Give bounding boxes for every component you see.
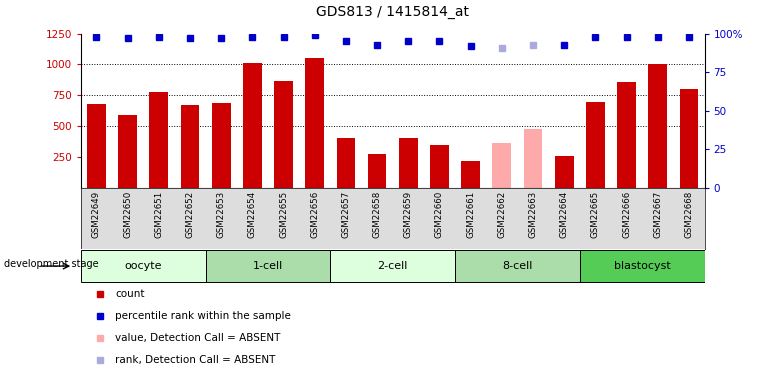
Bar — [149, 92, 168, 188]
Text: GSM22650: GSM22650 — [123, 190, 132, 238]
Bar — [618, 82, 636, 188]
Text: GSM22663: GSM22663 — [528, 190, 537, 238]
Text: development stage: development stage — [4, 260, 99, 269]
Text: GSM22666: GSM22666 — [622, 190, 631, 238]
Text: value, Detection Call = ABSENT: value, Detection Call = ABSENT — [116, 333, 280, 343]
Bar — [81, 250, 206, 282]
Bar — [181, 105, 199, 188]
Text: GSM22653: GSM22653 — [216, 190, 226, 238]
Text: GSM22649: GSM22649 — [92, 190, 101, 238]
Text: GSM22665: GSM22665 — [591, 190, 600, 238]
Bar — [243, 63, 262, 188]
Text: GSM22658: GSM22658 — [373, 190, 382, 238]
Bar — [368, 154, 387, 188]
Bar — [206, 250, 330, 282]
Text: GSM22661: GSM22661 — [466, 190, 475, 238]
Bar — [555, 156, 574, 188]
Text: percentile rank within the sample: percentile rank within the sample — [116, 311, 291, 321]
Text: GSM22655: GSM22655 — [279, 190, 288, 238]
Text: GSM22656: GSM22656 — [310, 190, 320, 238]
Bar — [455, 250, 580, 282]
Bar — [212, 103, 230, 188]
Bar — [648, 64, 667, 188]
Text: 2-cell: 2-cell — [377, 261, 408, 271]
Text: GSM22657: GSM22657 — [341, 190, 350, 238]
Text: 8-cell: 8-cell — [502, 261, 533, 271]
Bar — [586, 102, 604, 188]
Text: GSM22660: GSM22660 — [435, 190, 444, 238]
Text: GSM22659: GSM22659 — [403, 190, 413, 238]
Bar — [680, 89, 698, 188]
Text: GDS813 / 1415814_at: GDS813 / 1415814_at — [316, 5, 469, 19]
Text: GSM22668: GSM22668 — [685, 190, 694, 238]
Bar — [336, 138, 355, 188]
Bar — [524, 129, 542, 188]
Bar — [87, 104, 105, 188]
Text: rank, Detection Call = ABSENT: rank, Detection Call = ABSENT — [116, 355, 276, 365]
Bar — [274, 81, 293, 188]
Bar — [493, 142, 511, 188]
Text: oocyte: oocyte — [125, 261, 162, 271]
Bar — [461, 161, 480, 188]
Text: 1-cell: 1-cell — [253, 261, 283, 271]
Text: GSM22652: GSM22652 — [186, 190, 195, 238]
Bar — [330, 250, 455, 282]
Bar — [399, 138, 417, 188]
Text: GSM22667: GSM22667 — [653, 190, 662, 238]
Text: GSM22662: GSM22662 — [497, 190, 507, 238]
Bar — [119, 115, 137, 188]
Bar — [580, 250, 705, 282]
Text: GSM22654: GSM22654 — [248, 190, 257, 238]
Text: blastocyst: blastocyst — [614, 261, 671, 271]
Text: GSM22664: GSM22664 — [560, 190, 569, 238]
Bar — [306, 58, 324, 188]
Text: count: count — [116, 289, 145, 299]
Bar — [430, 145, 449, 188]
Text: GSM22651: GSM22651 — [154, 190, 163, 238]
